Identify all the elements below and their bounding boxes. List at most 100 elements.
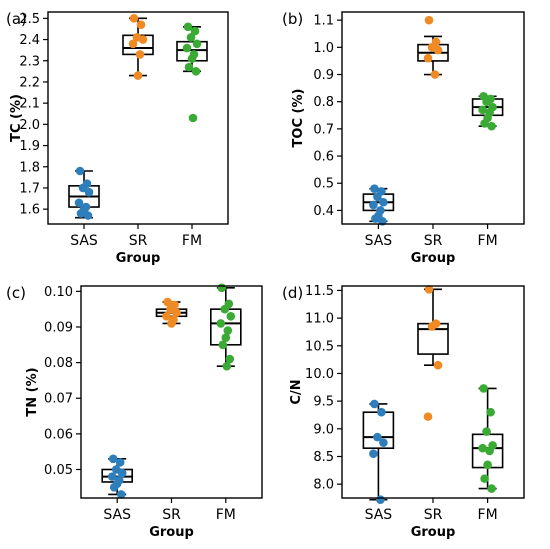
y-tick-label: 2.3 bbox=[19, 54, 40, 69]
panel-label: (a) bbox=[6, 10, 27, 28]
y-tick-label: 1.9 bbox=[19, 139, 40, 154]
y-tick-label: 1.0 bbox=[313, 41, 334, 56]
data-point bbox=[135, 50, 145, 59]
y-tick-label: 9.0 bbox=[313, 422, 334, 437]
y-tick-label: 2.0 bbox=[19, 118, 40, 133]
data-point bbox=[478, 443, 487, 453]
data-point bbox=[220, 304, 230, 314]
data-point bbox=[423, 53, 433, 63]
x-tick-label: FM bbox=[478, 233, 498, 249]
data-point bbox=[107, 472, 117, 481]
data-point bbox=[162, 311, 171, 321]
data-point bbox=[188, 113, 198, 123]
x-tick-label: SR bbox=[162, 507, 181, 523]
x-axis-title: Group bbox=[411, 525, 456, 540]
y-axis-title: TOC (%) bbox=[291, 89, 306, 148]
data-point bbox=[376, 495, 385, 504]
y-tick-label: 0.8 bbox=[313, 95, 334, 110]
plot-frame bbox=[341, 11, 525, 225]
data-point bbox=[115, 458, 125, 467]
data-point bbox=[423, 412, 433, 421]
data-point bbox=[427, 322, 437, 331]
x-tick-label: SAS bbox=[365, 233, 393, 249]
x-tick-label: SR bbox=[424, 507, 443, 523]
y-tick-label: 2.1 bbox=[19, 97, 40, 112]
box-sas bbox=[68, 166, 100, 220]
data-point bbox=[377, 407, 386, 417]
data-point bbox=[74, 198, 84, 208]
y-tick-label: 2.4 bbox=[19, 33, 40, 48]
data-point bbox=[369, 200, 378, 210]
y-tick-label: 11.5 bbox=[305, 284, 334, 299]
data-point bbox=[487, 121, 496, 131]
data-point bbox=[184, 62, 194, 72]
data-point bbox=[78, 183, 88, 193]
data-point bbox=[83, 211, 93, 220]
x-tick-label: SR bbox=[424, 233, 443, 249]
data-point bbox=[108, 454, 118, 464]
y-tick-label: 0.10 bbox=[44, 285, 73, 300]
y-axis-title: C/N bbox=[289, 379, 304, 404]
data-point bbox=[226, 311, 236, 321]
box-fm bbox=[471, 91, 504, 131]
data-point bbox=[373, 192, 382, 202]
y-axis-title: TN (%) bbox=[25, 367, 40, 416]
data-point bbox=[218, 340, 228, 350]
data-point bbox=[370, 184, 379, 193]
data-point bbox=[433, 45, 443, 55]
data-point bbox=[483, 460, 492, 470]
y-tick-label: 0.9 bbox=[313, 68, 334, 83]
y-tick-label: 9.5 bbox=[313, 395, 334, 410]
panel-b: (b) 0.4 0.5 0.6 0.7 0.8 0.9 1.0 1.1 SAS SR FM Group T… bbox=[282, 10, 525, 266]
data-point bbox=[216, 319, 226, 328]
data-point bbox=[191, 67, 201, 76]
x-tick-label: SAS bbox=[365, 507, 393, 523]
data-point bbox=[76, 209, 86, 218]
panel-label: (b) bbox=[282, 10, 303, 28]
data-point bbox=[486, 407, 495, 417]
plot-frame bbox=[47, 11, 229, 225]
data-point bbox=[182, 43, 192, 53]
data-point bbox=[217, 283, 227, 293]
box-sr bbox=[417, 15, 449, 79]
data-point bbox=[430, 70, 440, 79]
y-tick-label: 0.09 bbox=[44, 320, 73, 335]
data-point bbox=[379, 197, 388, 207]
y-tick-label: 0.4 bbox=[313, 204, 334, 219]
y-tick-label: 0.06 bbox=[44, 427, 73, 442]
data-point bbox=[163, 297, 172, 307]
panel-label: (d) bbox=[282, 284, 303, 302]
data-point bbox=[109, 483, 119, 492]
data-point bbox=[129, 14, 139, 23]
x-tick-label: SAS bbox=[70, 233, 98, 249]
data-point bbox=[192, 39, 202, 49]
y-axis-title: TC (%) bbox=[9, 94, 24, 142]
x-axis-title: Group bbox=[411, 251, 456, 266]
y-tick-label: 10.0 bbox=[305, 367, 334, 382]
data-point bbox=[373, 432, 382, 442]
data-point bbox=[136, 20, 146, 30]
data-point bbox=[183, 22, 193, 32]
x-tick-label: SAS bbox=[103, 507, 131, 523]
plot-frame bbox=[341, 285, 525, 499]
data-point bbox=[221, 333, 231, 342]
y-tick-label: 0.5 bbox=[313, 177, 334, 192]
data-point bbox=[424, 285, 434, 294]
x-tick-label: FM bbox=[216, 507, 236, 523]
data-point bbox=[487, 484, 496, 493]
y-tick-label: 0.6 bbox=[313, 150, 334, 165]
box-sr bbox=[417, 285, 449, 421]
box-fm bbox=[471, 384, 504, 493]
box-fm bbox=[210, 283, 242, 371]
y-tick-label: 0.7 bbox=[313, 122, 334, 137]
data-point bbox=[424, 15, 434, 25]
x-axis-title: Group bbox=[116, 251, 161, 266]
y-tick-label: 1.7 bbox=[19, 181, 40, 196]
data-point bbox=[371, 214, 380, 223]
data-point bbox=[480, 119, 489, 128]
box-sr bbox=[155, 297, 188, 328]
box-fm bbox=[176, 22, 208, 123]
data-point bbox=[222, 361, 232, 371]
x-tick-label: FM bbox=[478, 507, 498, 523]
